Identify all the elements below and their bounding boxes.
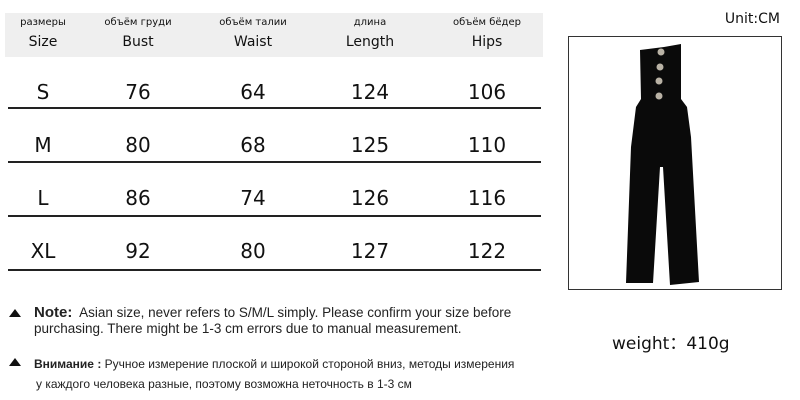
table-cell: M [34,133,52,157]
table-cell: 68 [240,133,266,157]
table-cell: 125 [350,133,390,157]
header-ru: размеры [20,17,66,28]
table-cell: 80 [125,133,151,157]
table-cell: XL [30,239,56,263]
note-ru-line1: Ручное измерение плоской и широкой сторо… [104,357,515,371]
table-cell: 106 [467,80,507,104]
note-russian: Внимание : Ручное измерение плоской и ши… [34,354,549,394]
note-line1: Asian size, never refers to S/M/L simply… [79,305,512,320]
header-ru: объём талии [219,17,287,28]
note-english: Note: Asian size, never refers to S/M/L … [34,305,549,337]
header-ru: объём бёдер [453,17,521,28]
header-en: Length [345,34,395,50]
jumpsuit-illustration [626,44,699,285]
table-cell: 74 [240,186,266,210]
table-cell: 92 [125,239,151,263]
header-en: Hips [471,34,503,50]
table-cell: 122 [467,239,507,263]
table-cell: 76 [125,80,151,104]
triangle-up-icon [9,358,21,366]
note-ru-label: Внимание : [34,357,102,371]
table-cell: 110 [467,133,507,157]
table-cell: 126 [350,186,390,210]
table-header [5,13,543,57]
table-cell: L [37,186,49,210]
header-ru: объём груди [104,17,172,28]
table-cell: 86 [125,186,151,210]
note-ru-line2: у каждого человека разные, поэтому возмо… [36,377,412,391]
header-en: Size [28,34,58,50]
table-cell: 124 [350,80,390,104]
table-cell: S [36,80,50,104]
table-cell: 116 [467,186,507,210]
table-cell: 80 [240,239,266,263]
table-cell: 64 [240,80,266,104]
weight-label: weight：410g [612,334,730,354]
row-divider [8,269,541,271]
note-line2: purchasing. There might be 1-3 cm errors… [34,321,462,336]
note-label: Note: [34,304,73,321]
triangle-up-icon [9,309,21,317]
product-image [568,36,782,290]
row-divider [8,107,541,109]
header-ru: длина [353,17,387,28]
row-divider [8,161,541,163]
unit-label: Unit:CM [724,11,780,27]
header-en: Bust [122,34,154,50]
row-divider [8,215,541,217]
table-cell: 127 [350,239,390,263]
header-en: Waist [233,34,273,50]
